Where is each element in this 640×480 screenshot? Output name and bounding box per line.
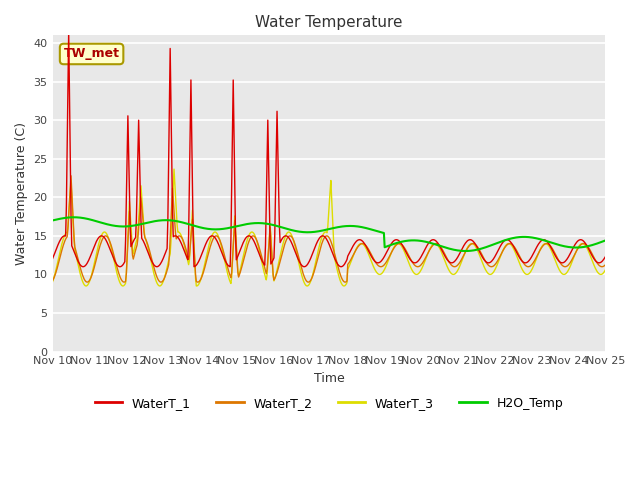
Y-axis label: Water Temperature (C): Water Temperature (C)	[15, 122, 28, 265]
Title: Water Temperature: Water Temperature	[255, 15, 403, 30]
Legend: WaterT_1, WaterT_2, WaterT_3, H2O_Temp: WaterT_1, WaterT_2, WaterT_3, H2O_Temp	[90, 392, 568, 415]
Text: TW_met: TW_met	[63, 48, 120, 60]
X-axis label: Time: Time	[314, 372, 344, 385]
